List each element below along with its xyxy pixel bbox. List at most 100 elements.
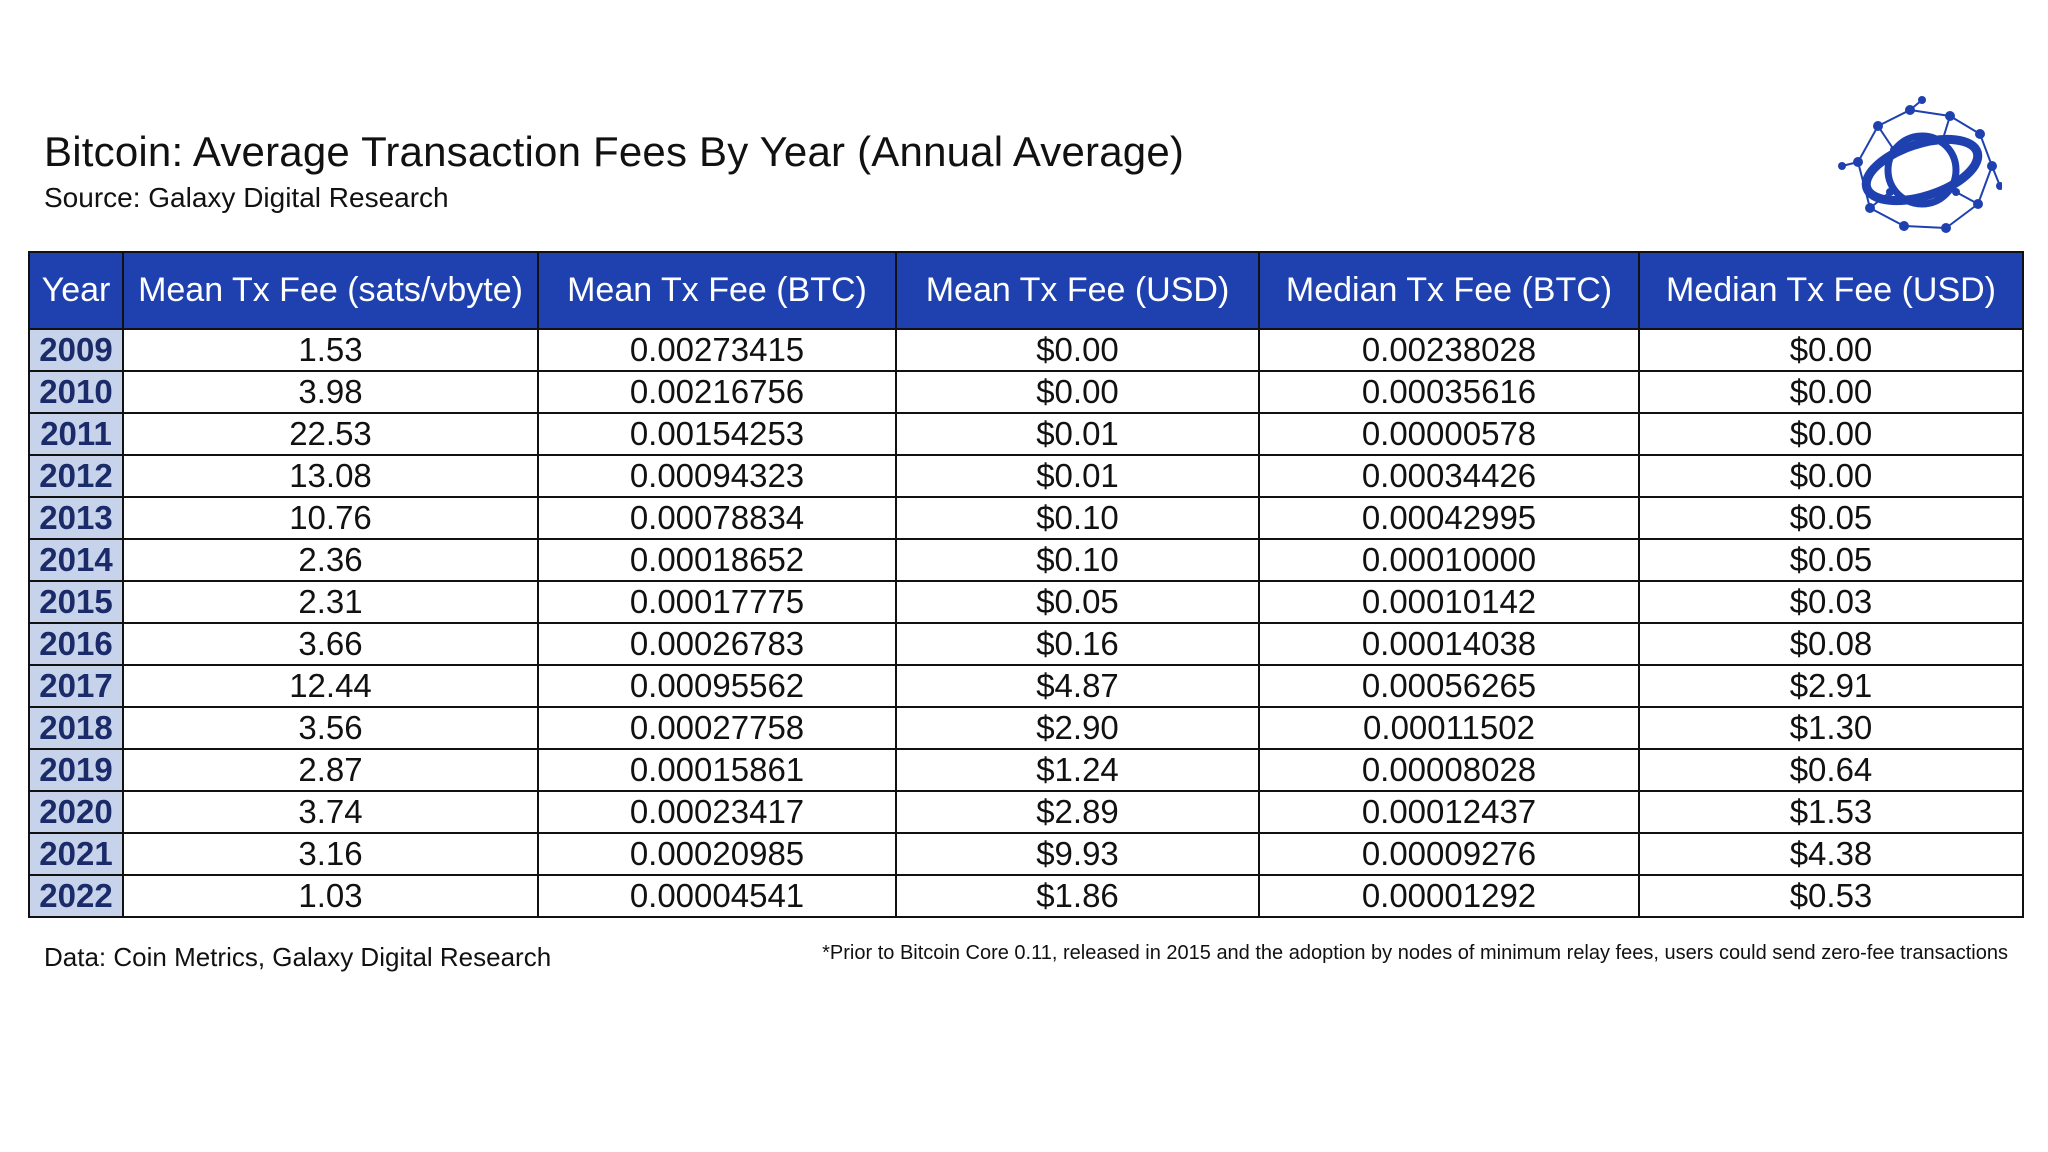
median-usd-cell: $4.38 (1638, 832, 2024, 876)
median-usd-cell: $0.00 (1638, 328, 2024, 372)
mean-usd-cell: $2.89 (895, 790, 1260, 834)
mean-usd-cell: $2.90 (895, 706, 1260, 750)
median-usd-cell: $1.30 (1638, 706, 2024, 750)
mean-usd-cell: $0.00 (895, 370, 1260, 414)
year-cell: 2013 (28, 496, 124, 540)
table-row: 2011 22.53 0.00154253 $0.01 0.00000578 $0.00 (28, 412, 2024, 456)
mean-btc-cell: 0.00216756 (537, 370, 897, 414)
median-usd-cell: $1.53 (1638, 790, 2024, 834)
median-btc-cell: 0.00034426 (1258, 454, 1640, 498)
table-row: 2012 13.08 0.00094323 $0.01 0.00034426 $0.00 (28, 454, 2024, 498)
table-row: 2010 3.98 0.00216756 $0.00 0.00035616 $0.00 (28, 370, 2024, 414)
table-row: 2016 3.66 0.00026783 $0.16 0.00014038 $0.08 (28, 622, 2024, 666)
mean-usd-cell: $0.10 (895, 496, 1260, 540)
median-usd-cell: $0.08 (1638, 622, 2024, 666)
median-usd-cell: $0.05 (1638, 496, 2024, 540)
year-cell: 2011 (28, 412, 124, 456)
mean-sats-cell: 3.66 (122, 622, 539, 666)
mean-usd-cell: $9.93 (895, 832, 1260, 876)
mean-usd-cell: $0.00 (895, 328, 1260, 372)
median-usd-cell: $0.05 (1638, 538, 2024, 582)
mean-sats-cell: 2.87 (122, 748, 539, 792)
median-btc-cell: 0.00238028 (1258, 328, 1640, 372)
median-usd-cell: $0.53 (1638, 874, 2024, 918)
mean-btc-cell: 0.00015861 (537, 748, 897, 792)
year-cell: 2017 (28, 664, 124, 708)
mean-btc-cell: 0.00017775 (537, 580, 897, 624)
mean-sats-cell: 1.53 (122, 328, 539, 372)
column-header-median-btc: Median Tx Fee (BTC) (1258, 251, 1640, 330)
mean-usd-cell: $0.01 (895, 454, 1260, 498)
median-btc-cell: 0.00008028 (1258, 748, 1640, 792)
median-btc-cell: 0.00011502 (1258, 706, 1640, 750)
column-header-mean-usd: Mean Tx Fee (USD) (895, 251, 1260, 330)
year-cell: 2009 (28, 328, 124, 372)
column-header-median-usd: Median Tx Fee (USD) (1638, 251, 2024, 330)
mean-btc-cell: 0.00094323 (537, 454, 897, 498)
mean-btc-cell: 0.00273415 (537, 328, 897, 372)
table-row: 2022 1.03 0.00004541 $1.86 0.00001292 $0.53 (28, 874, 2024, 918)
year-cell: 2016 (28, 622, 124, 666)
data-source-note: Data: Coin Metrics, Galaxy Digital Resea… (44, 942, 552, 972)
mean-btc-cell: 0.00004541 (537, 874, 897, 918)
year-cell: 2021 (28, 832, 124, 876)
chart-subtitle: Source: Galaxy Digital Research (44, 182, 449, 213)
year-cell: 2012 (28, 454, 124, 498)
median-btc-cell: 0.00000578 (1258, 412, 1640, 456)
mean-usd-cell: $0.16 (895, 622, 1260, 666)
year-cell: 2015 (28, 580, 124, 624)
year-cell: 2010 (28, 370, 124, 414)
mean-usd-cell: $1.86 (895, 874, 1260, 918)
table-row: 2014 2.36 0.00018652 $0.10 0.00010000 $0.05 (28, 538, 2024, 582)
year-cell: 2014 (28, 538, 124, 582)
mean-usd-cell: $4.87 (895, 664, 1260, 708)
median-btc-cell: 0.00042995 (1258, 496, 1640, 540)
median-btc-cell: 0.00010142 (1258, 580, 1640, 624)
mean-btc-cell: 0.00023417 (537, 790, 897, 834)
median-btc-cell: 0.00012437 (1258, 790, 1640, 834)
mean-sats-cell: 2.36 (122, 538, 539, 582)
median-btc-cell: 0.00056265 (1258, 664, 1640, 708)
column-header-mean-btc: Mean Tx Fee (BTC) (537, 251, 897, 330)
mean-usd-cell: $0.01 (895, 412, 1260, 456)
median-usd-cell: $0.00 (1638, 412, 2024, 456)
year-cell: 2018 (28, 706, 124, 750)
mean-btc-cell: 0.00095562 (537, 664, 897, 708)
mean-sats-cell: 3.98 (122, 370, 539, 414)
table-header-row: Year Mean Tx Fee (sats/vbyte) Mean Tx Fe… (28, 251, 2024, 330)
mean-sats-cell: 22.53 (122, 412, 539, 456)
year-cell: 2019 (28, 748, 124, 792)
median-usd-cell: $2.91 (1638, 664, 2024, 708)
mean-sats-cell: 2.31 (122, 580, 539, 624)
median-btc-cell: 0.00001292 (1258, 874, 1640, 918)
mean-btc-cell: 0.00020985 (537, 832, 897, 876)
mean-btc-cell: 0.00078834 (537, 496, 897, 540)
median-btc-cell: 0.00014038 (1258, 622, 1640, 666)
mean-btc-cell: 0.00026783 (537, 622, 897, 666)
table-row: 2009 1.53 0.00273415 $0.00 0.00238028 $0.00 (28, 328, 2024, 372)
mean-sats-cell: 13.08 (122, 454, 539, 498)
mean-usd-cell: $1.24 (895, 748, 1260, 792)
table-row: 2015 2.31 0.00017775 $0.05 0.00010142 $0.03 (28, 580, 2024, 624)
galaxy-network-logo-icon (1838, 96, 2002, 233)
mean-usd-cell: $0.05 (895, 580, 1260, 624)
footnote: *Prior to Bitcoin Core 0.11, released in… (822, 942, 2008, 964)
median-btc-cell: 0.00035616 (1258, 370, 1640, 414)
mean-btc-cell: 0.00018652 (537, 538, 897, 582)
mean-sats-cell: 12.44 (122, 664, 539, 708)
mean-sats-cell: 3.74 (122, 790, 539, 834)
table-row: 2017 12.44 0.00095562 $4.87 0.00056265 $2.91 (28, 664, 2024, 708)
mean-sats-cell: 10.76 (122, 496, 539, 540)
median-btc-cell: 0.00009276 (1258, 832, 1640, 876)
median-usd-cell: $0.00 (1638, 370, 2024, 414)
table-row: 2020 3.74 0.00023417 $2.89 0.00012437 $1.53 (28, 790, 2024, 834)
table-row: 2018 3.56 0.00027758 $2.90 0.00011502 $1.30 (28, 706, 2024, 750)
table-row: 2019 2.87 0.00015861 $1.24 0.00008028 $0.64 (28, 748, 2024, 792)
median-usd-cell: $0.64 (1638, 748, 2024, 792)
mean-sats-cell: 3.56 (122, 706, 539, 750)
table-row: 2013 10.76 0.00078834 $0.10 0.00042995 $0.05 (28, 496, 2024, 540)
mean-sats-cell: 3.16 (122, 832, 539, 876)
table-body: 2009 1.53 0.00273415 $0.00 0.00238028 $0.00 20… (28, 328, 2024, 918)
column-header-year: Year (28, 251, 124, 330)
mean-btc-cell: 0.00027758 (537, 706, 897, 750)
